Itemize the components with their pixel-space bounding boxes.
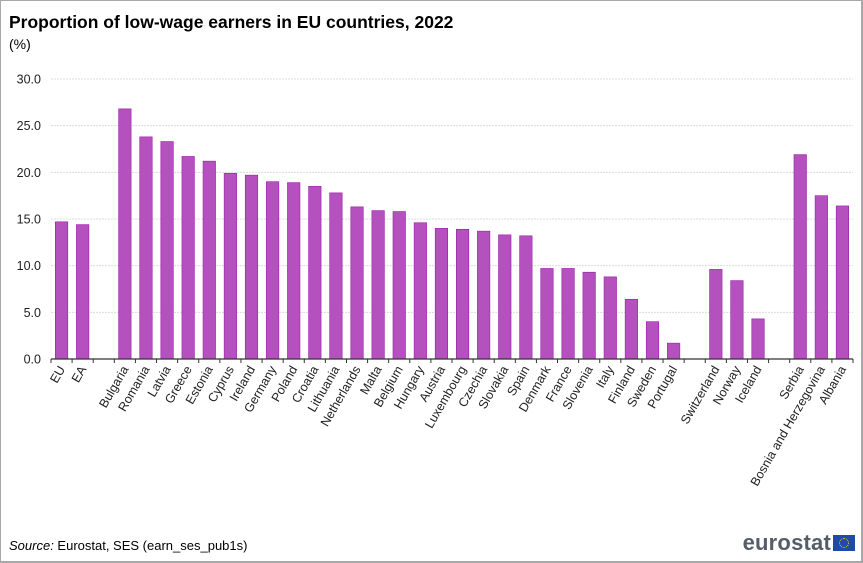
logo-text: eurostat: [742, 530, 831, 555]
bar-latvia: [160, 141, 174, 360]
bar-albania: [835, 205, 849, 360]
y-axis-tick-labels: 0.0 5.0 10.0 15.0 20.0 25.0 30.0: [17, 73, 41, 367]
bar-greece: [181, 156, 195, 360]
x-tick-label: EU: [47, 364, 68, 386]
bar-bosnia-and-herzegovina: [814, 195, 828, 360]
bar-ireland: [244, 174, 259, 360]
y-tick-label: 20.0: [17, 166, 41, 180]
bar-portugal: [667, 342, 681, 360]
bar-lithuania: [329, 192, 343, 360]
y-tick-label: 5.0: [24, 306, 41, 320]
bar-iceland: [751, 318, 765, 360]
bar-spain: [519, 235, 533, 360]
y-tick-label: 15.0: [17, 213, 41, 227]
bar-luxembourg: [456, 228, 470, 360]
eurostat-logo: eurostat: [743, 530, 855, 556]
bar-slovakia: [498, 234, 512, 360]
bar-bulgaria: [118, 108, 132, 360]
bar-austria: [434, 228, 448, 360]
chart-subtitle: (%): [9, 36, 31, 52]
bar-croatia: [308, 186, 322, 360]
bar-netherlands: [350, 206, 364, 360]
source-note: Source: Eurostat, SES (earn_ses_pub1s): [9, 538, 247, 553]
bar-sweden: [645, 321, 660, 360]
bar-belgium: [392, 211, 406, 360]
bar-slovenia: [582, 271, 596, 360]
bar-denmark: [540, 268, 554, 360]
bar-romania: [139, 136, 153, 360]
bar-poland: [287, 182, 301, 360]
bar-italy: [603, 276, 617, 360]
bar-germany: [266, 181, 280, 360]
bar-norway: [730, 280, 744, 360]
y-tick-label: 0.0: [24, 353, 41, 367]
bar-finland: [624, 298, 638, 360]
x-axis-tick-labels: EU EA BulgariaRomaniaLatviaGreeceEstoniaCy…: [47, 363, 849, 489]
y-tick-label: 10.0: [17, 259, 41, 273]
bar-serbia: [793, 154, 807, 360]
x-tick-label: EA: [69, 363, 90, 385]
bar-france: [561, 268, 575, 360]
bar-ea: [76, 224, 90, 360]
y-tick-label: 30.0: [17, 73, 41, 87]
bar-czechia: [477, 230, 491, 360]
bar-cyprus: [223, 172, 237, 360]
source-label: Source:: [9, 538, 54, 553]
y-tick-label: 25.0: [17, 119, 41, 133]
x-axis: [50, 358, 854, 363]
bar-switzerland: [709, 269, 723, 360]
bar-eu: [55, 221, 69, 360]
source-text: Eurostat, SES (earn_ses_pub1s): [53, 538, 248, 553]
bar-hungary: [413, 222, 427, 360]
eu-flag-icon: [833, 535, 855, 551]
chart-title: Proportion of low-wage earners in EU cou…: [9, 12, 454, 32]
bar-malta: [371, 210, 385, 360]
bars: [55, 108, 849, 360]
bar-estonia: [202, 160, 216, 360]
